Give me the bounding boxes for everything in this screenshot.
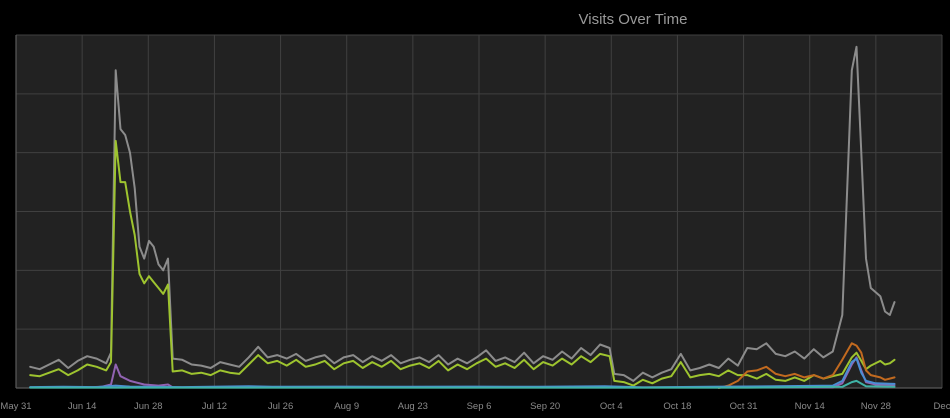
x-tick-label: Nov 28 bbox=[861, 401, 891, 412]
x-tick-label: Sep 20 bbox=[530, 401, 560, 412]
chart-title: Visits Over Time bbox=[579, 11, 688, 28]
x-tick-label: Nov 14 bbox=[795, 401, 825, 412]
x-tick-label: May 31 bbox=[0, 401, 31, 412]
x-tick-label: Jul 12 bbox=[202, 401, 227, 412]
series-line-1 bbox=[29, 45, 896, 382]
x-tick-label: Jul 26 bbox=[268, 401, 293, 412]
x-tick-label: Sep 6 bbox=[467, 401, 492, 412]
series-line-3 bbox=[717, 342, 896, 389]
series-line-5 bbox=[29, 357, 896, 389]
x-tick-label: Oct 4 bbox=[600, 401, 623, 412]
x-tick-label: Aug 9 bbox=[334, 401, 359, 412]
x-axis-tick-labels: May 31 Jun 14 Jun 28 Jul 12 Jul 26 Aug 9 Aug 2… bbox=[0, 401, 950, 412]
x-tick-label: Jun 28 bbox=[134, 401, 163, 412]
series-line-2 bbox=[29, 139, 896, 387]
x-tick-label: Aug 23 bbox=[398, 401, 428, 412]
x-tick-label: Oct 18 bbox=[663, 401, 691, 412]
x-tick-label: Dec bbox=[934, 401, 950, 412]
series-lines bbox=[29, 45, 896, 389]
x-tick-label: Oct 31 bbox=[730, 401, 758, 412]
x-tick-label: Jun 14 bbox=[68, 401, 97, 412]
series-line-6 bbox=[29, 379, 896, 389]
